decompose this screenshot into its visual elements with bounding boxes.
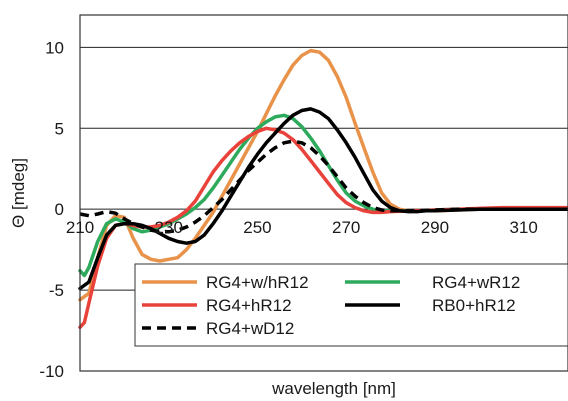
legend-label: RG4+wR12 (432, 273, 520, 292)
x-tick-label: 310 (509, 218, 537, 237)
legend-label: RG4+hR12 (206, 296, 292, 315)
x-tick-label: 230 (155, 218, 183, 237)
series-line-2 (78, 113, 568, 278)
x-tick-label: 290 (421, 218, 449, 237)
y-tick-label: -10 (39, 362, 64, 381)
x-axis-title: wavelength [nm] (271, 379, 396, 398)
legend-label: RG4+wD12 (206, 319, 294, 338)
x-tick-label: 210 (66, 218, 94, 237)
series-line-5 (79, 139, 568, 234)
series-line-4 (78, 107, 568, 291)
legend-label: RB0+hR12 (432, 296, 516, 315)
series-lines (78, 48, 568, 330)
legend-label: RG4+w/hR12 (206, 273, 309, 292)
y-tick-label: -5 (49, 281, 64, 300)
legend: RG4+w/hR12 RG4+wR12 RG4+hR12 RB0+hR12 RG4+wD… (134, 263, 568, 347)
x-tick-labels: 210 230 250 270 290 310 (66, 218, 538, 237)
x-tick-label: 250 (243, 218, 271, 237)
plot-frame (79, 14, 568, 372)
y-tick-labels: -10 -5 0 5 10 (39, 38, 64, 381)
y-axis-title: Θ [mdeg] (9, 158, 28, 228)
y-tick-label: 0 (55, 200, 64, 219)
y-tick-label: 5 (55, 119, 64, 138)
x-tick-label: 270 (332, 218, 360, 237)
y-tick-label: 10 (45, 38, 64, 57)
